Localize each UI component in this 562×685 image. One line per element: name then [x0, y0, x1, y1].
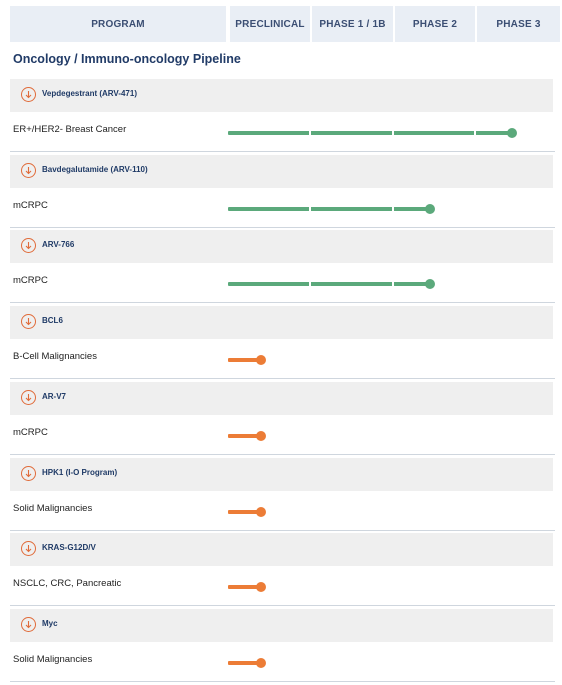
progress-end-dot — [424, 279, 435, 290]
row-divider — [10, 605, 555, 607]
arrow-down-icon[interactable] — [21, 389, 36, 405]
progress-bar — [228, 509, 261, 514]
arrow-down-icon[interactable] — [21, 162, 36, 178]
program-header[interactable]: ARV-766 — [10, 230, 553, 264]
program-name: Bavdegalutamide (ARV-110) — [42, 164, 148, 174]
progress-bar — [228, 433, 261, 438]
phase-divider — [392, 206, 394, 211]
program-header[interactable]: Myc — [10, 608, 553, 642]
row-divider — [10, 529, 555, 531]
row-divider — [10, 680, 555, 682]
arrow-down-icon[interactable] — [21, 87, 36, 102]
phase-divider — [309, 206, 311, 211]
header-phase-1: PHASE 1 / 1B — [310, 6, 393, 42]
progress-end-dot — [255, 355, 266, 366]
header-preclinical: PRECLINICAL — [228, 6, 310, 42]
progress-end-dot — [506, 128, 517, 138]
header-program: PROGRAM — [10, 6, 226, 42]
progress-end-dot — [255, 582, 266, 593]
program-name: BCL6 — [42, 316, 63, 326]
progress-bar — [228, 131, 512, 135]
phase-divider — [474, 131, 476, 135]
program-name: AR-V7 — [42, 391, 67, 401]
phase-divider — [309, 131, 311, 135]
program-header[interactable]: KRAS-G12D/V — [10, 533, 553, 567]
progress-end-dot — [255, 430, 266, 441]
program-name: ARV-766 — [42, 240, 75, 250]
header-phase-2: PHASE 2 — [393, 6, 475, 42]
indication-label: mCRPC — [13, 275, 48, 287]
indication-label: ER+/HER2- Breast Cancer — [13, 124, 127, 135]
header-phase-3: PHASE 3 — [475, 6, 560, 42]
program-header[interactable]: Vepdegestrant (ARV-471) — [10, 79, 553, 112]
program-name: KRAS-G12D/V — [42, 543, 96, 553]
row-divider — [10, 226, 555, 228]
arrow-down-icon[interactable] — [21, 465, 36, 481]
row-divider — [10, 151, 555, 152]
program-header[interactable]: HPK1 (I-O Program) — [10, 457, 553, 491]
indication-label: mCRPC — [13, 426, 48, 438]
indication-label: Solid Malignancies — [13, 653, 93, 665]
progress-end-dot — [255, 506, 266, 517]
progress-end-dot — [255, 657, 266, 668]
indication-label: Solid Malignancies — [13, 502, 93, 514]
phase-divider — [392, 282, 394, 287]
progress-bar — [228, 282, 430, 287]
program-name: Myc — [42, 618, 58, 628]
progress-bar — [228, 358, 261, 363]
phase-divider — [392, 131, 394, 135]
arrow-down-icon[interactable] — [21, 541, 36, 557]
pipeline-title: Oncology / Immuno-oncology Pipeline — [13, 52, 241, 66]
progress-bar — [228, 660, 261, 665]
arrow-down-icon[interactable] — [21, 314, 36, 330]
row-divider — [10, 302, 555, 304]
phase-divider — [309, 282, 311, 287]
row-divider — [10, 453, 555, 455]
arrow-down-icon[interactable] — [21, 238, 36, 254]
program-name: Vepdegestrant (ARV-471) — [42, 89, 137, 98]
progress-bar — [228, 585, 261, 590]
progress-bar — [228, 206, 430, 211]
indication-label: mCRPC — [13, 199, 48, 211]
row-divider — [10, 378, 555, 380]
progress-end-dot — [424, 203, 435, 214]
program-header[interactable]: Bavdegalutamide (ARV-110) — [10, 154, 553, 188]
program-header[interactable]: AR-V7 — [10, 381, 553, 415]
arrow-down-icon[interactable] — [21, 616, 36, 632]
indication-label: NSCLC, CRC, Pancreatic — [13, 578, 122, 590]
indication-label: B-Cell Malignancies — [13, 351, 97, 363]
program-header[interactable]: BCL6 — [10, 306, 553, 340]
program-name: HPK1 (I-O Program) — [42, 467, 118, 477]
